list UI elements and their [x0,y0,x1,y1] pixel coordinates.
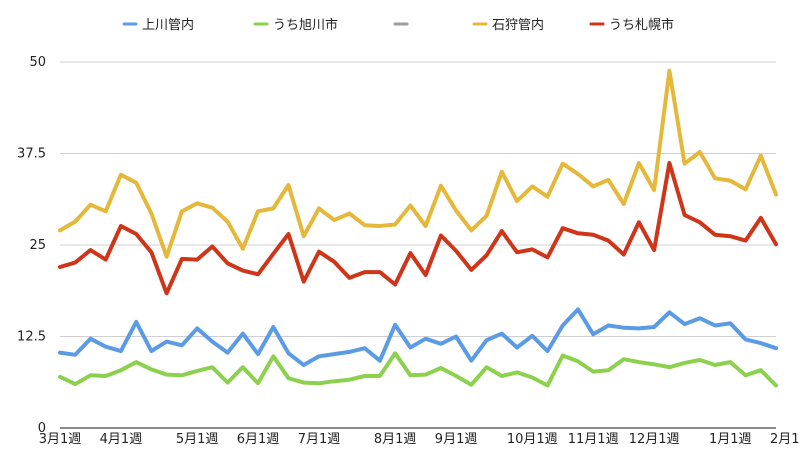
series-line-0 [58,307,778,367]
x-tick-label: 10月1週 [507,432,558,447]
series-line-3 [58,68,778,259]
x-tick-label: 3月1週 [39,432,82,447]
legend-label-4: うち札幌市 [609,17,674,33]
x-tick-label: 5月1週 [176,432,219,447]
series-lines [58,68,778,388]
x-tick-label: 1月1週 [709,432,752,447]
series-line-4 [58,161,778,296]
x-tick-label: 9月1週 [435,432,478,447]
legend: 上川管内 うち旭川市 石狩管内 うち札幌市 [122,17,674,33]
x-tick-label: 8月1週 [374,432,417,447]
y-tick-label: 0 [38,421,46,436]
x-tick-label: 2月1週 [770,432,800,447]
series-line-1 [58,351,778,388]
legend-label-3: 石狩管内 [492,17,544,33]
x-tick-label: 7月1週 [298,432,341,447]
legend-label-0: 上川管内 [142,17,194,33]
x-tick-label: 11月1週 [568,432,619,447]
x-tick-label: 12月1週 [629,432,680,447]
y-tick-label: 25 [29,238,46,253]
grid-lines [60,61,776,429]
legend-label-1: うち旭川市 [273,17,338,33]
x-tick-label: 6月1週 [237,432,280,447]
y-tick-label: 37.5 [17,147,46,162]
x-tick-label: 4月1週 [100,432,143,447]
axis-labels: 0 12.5 25 37.5 50 3月1週 4月1週 5月1週 6月1週 7月1週 8月1週 9月1… [17,55,800,447]
y-tick-label: 12.5 [17,330,46,345]
y-tick-label: 50 [29,55,46,70]
